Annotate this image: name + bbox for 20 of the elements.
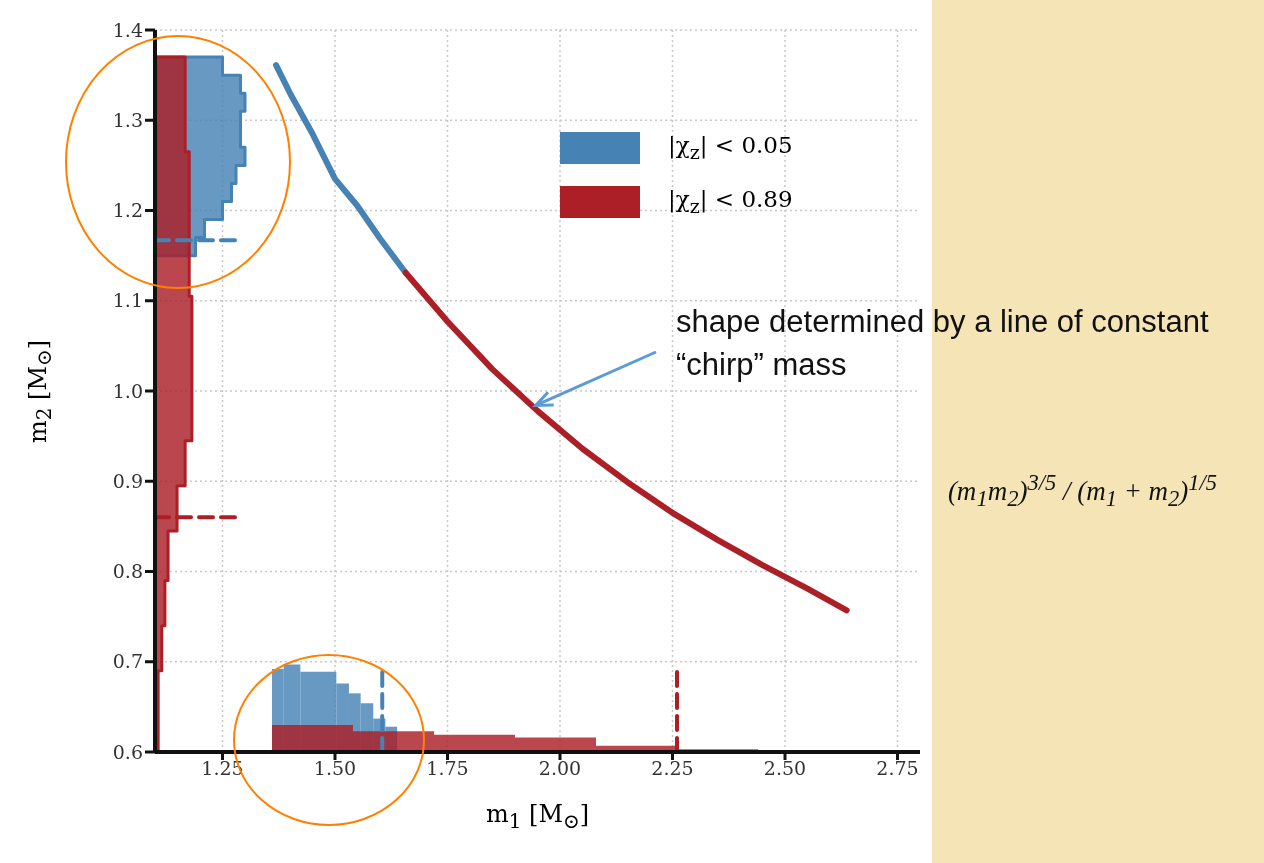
y-tick-label: 0.7 xyxy=(112,650,143,673)
y-tick-label: 1.3 xyxy=(112,109,143,131)
x-axis-title: m$_{1}$ [M$_{⊙}$] xyxy=(484,800,591,833)
x-tick-label: 2.50 xyxy=(763,757,807,780)
x-tick-label: 1.50 xyxy=(313,757,357,780)
x-tick-label: 1.75 xyxy=(426,757,469,780)
annotation: shape determined by a line of constant “chirp” mass xyxy=(676,303,1210,384)
y-tick-label: 0.6 xyxy=(112,740,143,763)
text: (m$_{1}$m$_{2}$)$^{3/5}$ / (m$_{1}$ + m$_{2}$)$^{1/5}$ xyxy=(947,470,1218,512)
y-tick-label: 0.9 xyxy=(112,469,143,492)
legend-label: |χ$_{z}$| < 0.05 xyxy=(668,132,793,164)
y-tick-label: 1.1 xyxy=(112,289,143,312)
legend-label: |χ$_{z}$| < 0.89 xyxy=(668,186,793,218)
y-tick-label: 0.8 xyxy=(112,560,143,583)
x-tick-label: 2.75 xyxy=(876,757,919,780)
x-tick-label: 2.25 xyxy=(651,757,694,780)
y-tick-label: 1.2 xyxy=(112,199,143,222)
x-tick-label: 2.00 xyxy=(538,757,582,780)
y-tick-label: 1.4 xyxy=(112,18,143,41)
y-tick-label: 1.0 xyxy=(112,379,143,402)
